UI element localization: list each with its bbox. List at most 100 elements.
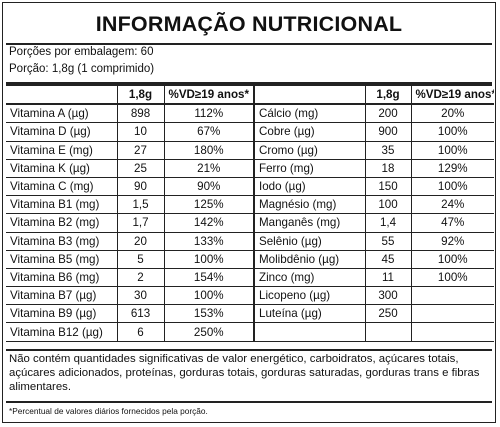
nutrient-amount: 1,5 xyxy=(116,195,165,215)
nutrient-dv: 112% xyxy=(163,103,255,124)
nutrient-name: Cálcio (mg) xyxy=(253,103,366,124)
header-blank-left xyxy=(6,86,118,106)
nutrient-dv: 20% xyxy=(410,103,494,124)
nutrient-dv xyxy=(410,304,494,324)
nutrient-name: Vitamina A (µg) xyxy=(6,103,118,124)
nutrient-dv: 142% xyxy=(163,213,255,233)
nutrient-amount: 100 xyxy=(364,195,412,215)
nutrient-amount: 613 xyxy=(116,304,165,324)
nutrient-amount: 250 xyxy=(364,304,412,324)
table-row: Vitamina A (µg) 898 112% Cálcio (mg) 200 20% xyxy=(6,103,494,124)
nutrient-name: Vitamina D (µg) xyxy=(6,122,118,142)
header-dv-left: %VD≥19 anos* xyxy=(163,86,255,106)
nutrient-name: Ferro (mg) xyxy=(253,158,366,178)
nutrient-dv xyxy=(410,322,494,342)
nutrient-amount: 5 xyxy=(116,249,165,269)
nutrient-amount xyxy=(364,322,412,342)
header-amount-right: 1,8g xyxy=(364,86,412,106)
nutrient-dv: 21% xyxy=(163,158,255,178)
nutrient-amount: 11 xyxy=(364,267,412,288)
nutrient-amount: 1,4 xyxy=(364,213,412,233)
footnote-divider xyxy=(6,401,492,403)
table-header-row: 1,8g %VD≥19 anos* 1,8g %VD≥19 anos* xyxy=(6,86,494,106)
nutrient-name xyxy=(253,322,366,342)
nutrient-dv: 100% xyxy=(163,249,255,269)
nutrient-dv: 250% xyxy=(163,322,255,342)
table-row: Vitamina C (mg) 90 90% Iodo (µg) 150 100% xyxy=(6,176,494,197)
nutrient-dv: 100% xyxy=(163,286,255,306)
nutrient-name: Vitamina E (mg) xyxy=(6,140,118,160)
nutrient-dv: 153% xyxy=(163,304,255,324)
nutrient-name: Cobre (µg) xyxy=(253,122,366,142)
nutrient-dv: 133% xyxy=(163,231,255,251)
note-divider xyxy=(6,349,492,351)
panel-title: INFORMAÇÃO NUTRICIONAL xyxy=(95,12,403,36)
nutrient-dv: 180% xyxy=(163,140,255,160)
nutrient-amount: 55 xyxy=(364,231,412,251)
table-row: Vitamina B12 (µg) 6 250% xyxy=(6,322,494,342)
table-row: Vitamina E (mg) 27 180% Cromo (µg) 35 100% xyxy=(6,140,494,160)
nutrient-table: 1,8g %VD≥19 anos* 1,8g %VD≥19 anos* Vita… xyxy=(6,86,494,342)
table-row: Vitamina B3 (mg) 20 133% Selênio (µg) 55 92% xyxy=(6,231,494,251)
table-row: Vitamina B7 (µg) 30 100% Licopeno (µg) 300 xyxy=(6,286,494,306)
nutrient-amount: 2 xyxy=(116,267,165,288)
nutrient-name: Molibdênio (µg) xyxy=(253,249,366,269)
title-divider xyxy=(6,43,492,45)
header-divider xyxy=(6,82,492,86)
header-amount-left: 1,8g xyxy=(116,86,165,106)
nutrient-amount: 200 xyxy=(364,103,412,124)
nutrient-name: Selênio (µg) xyxy=(253,231,366,251)
nutrient-name: Vitamina C (mg) xyxy=(6,176,118,197)
nutrient-dv: 100% xyxy=(410,140,494,160)
nutrient-amount: 6 xyxy=(116,322,165,342)
nutrient-amount: 45 xyxy=(364,249,412,269)
nutrient-name: Vitamina B7 (µg) xyxy=(6,286,118,306)
nutrient-name: Vitamina B2 (mg) xyxy=(6,213,118,233)
nutrient-dv xyxy=(410,286,494,306)
nutrient-dv: 100% xyxy=(410,122,494,142)
nutrient-dv: 129% xyxy=(410,158,494,178)
nutrient-name: Zinco (mg) xyxy=(253,267,366,288)
table-row: Vitamina D (µg) 10 67% Cobre (µg) 900 100% xyxy=(6,122,494,142)
table-row: Vitamina B2 (mg) 1,7 142% Manganês (mg) 1,4 4… xyxy=(6,213,494,233)
footnote: *Percentual de valores diários fornecido… xyxy=(9,406,208,416)
header-dv-right: %VD≥19 anos* xyxy=(410,86,494,106)
nutrient-amount: 90 xyxy=(116,176,165,197)
nutrient-dv: 100% xyxy=(410,176,494,197)
nutrient-dv: 100% xyxy=(410,249,494,269)
nutrient-dv: 125% xyxy=(163,195,255,215)
nutrient-dv: 100% xyxy=(410,267,494,288)
nutrient-amount: 25 xyxy=(116,158,165,178)
nutrient-name: Vitamina B5 (mg) xyxy=(6,249,118,269)
nutrient-name: Luteína (µg) xyxy=(253,304,366,324)
nutrient-dv: 47% xyxy=(410,213,494,233)
table-row: Vitamina K (µg) 25 21% Ferro (mg) 18 129% xyxy=(6,158,494,178)
nutrition-facts-panel: INFORMAÇÃO NUTRICIONAL Porções por embal… xyxy=(2,2,496,423)
nutrient-amount: 35 xyxy=(364,140,412,160)
nutrient-dv: 67% xyxy=(163,122,255,142)
not-significant-note: Não contém quantidades significativas de… xyxy=(9,353,480,393)
nutrient-name: Cromo (µg) xyxy=(253,140,366,160)
nutrient-amount: 20 xyxy=(116,231,165,251)
serving-size: Porção: 1,8g (1 comprimido) xyxy=(9,63,155,75)
nutrient-name: Vitamina B3 (mg) xyxy=(6,231,118,251)
table-row: Vitamina B9 (µg) 613 153% Luteína (µg) 250 xyxy=(6,304,494,324)
nutrient-amount: 30 xyxy=(116,286,165,306)
nutrient-name: Licopeno (µg) xyxy=(253,286,366,306)
nutrient-amount: 898 xyxy=(116,103,165,124)
nutrient-name: Vitamina B6 (mg) xyxy=(6,267,118,288)
nutrient-amount: 10 xyxy=(116,122,165,142)
servings-per-package: Porções por embalagem: 60 xyxy=(9,46,154,58)
table-row: Vitamina B5 (mg) 5 100% Molibdênio (µg) 45 10… xyxy=(6,249,494,269)
header-blank-right xyxy=(253,86,366,106)
nutrient-amount: 150 xyxy=(364,176,412,197)
table-row: Vitamina B1 (mg) 1,5 125% Magnésio (mg) 100 2… xyxy=(6,195,494,215)
nutrient-name: Vitamina B12 (µg) xyxy=(6,322,118,342)
table-row: Vitamina B6 (mg) 2 154% Zinco (mg) 11 100% xyxy=(6,267,494,288)
nutrient-amount: 1,7 xyxy=(116,213,165,233)
nutrient-name: Magnésio (mg) xyxy=(253,195,366,215)
nutrient-name: Vitamina B1 (mg) xyxy=(6,195,118,215)
nutrient-dv: 90% xyxy=(163,176,255,197)
nutrient-name: Manganês (mg) xyxy=(253,213,366,233)
nutrient-name: Vitamina K (µg) xyxy=(6,158,118,178)
